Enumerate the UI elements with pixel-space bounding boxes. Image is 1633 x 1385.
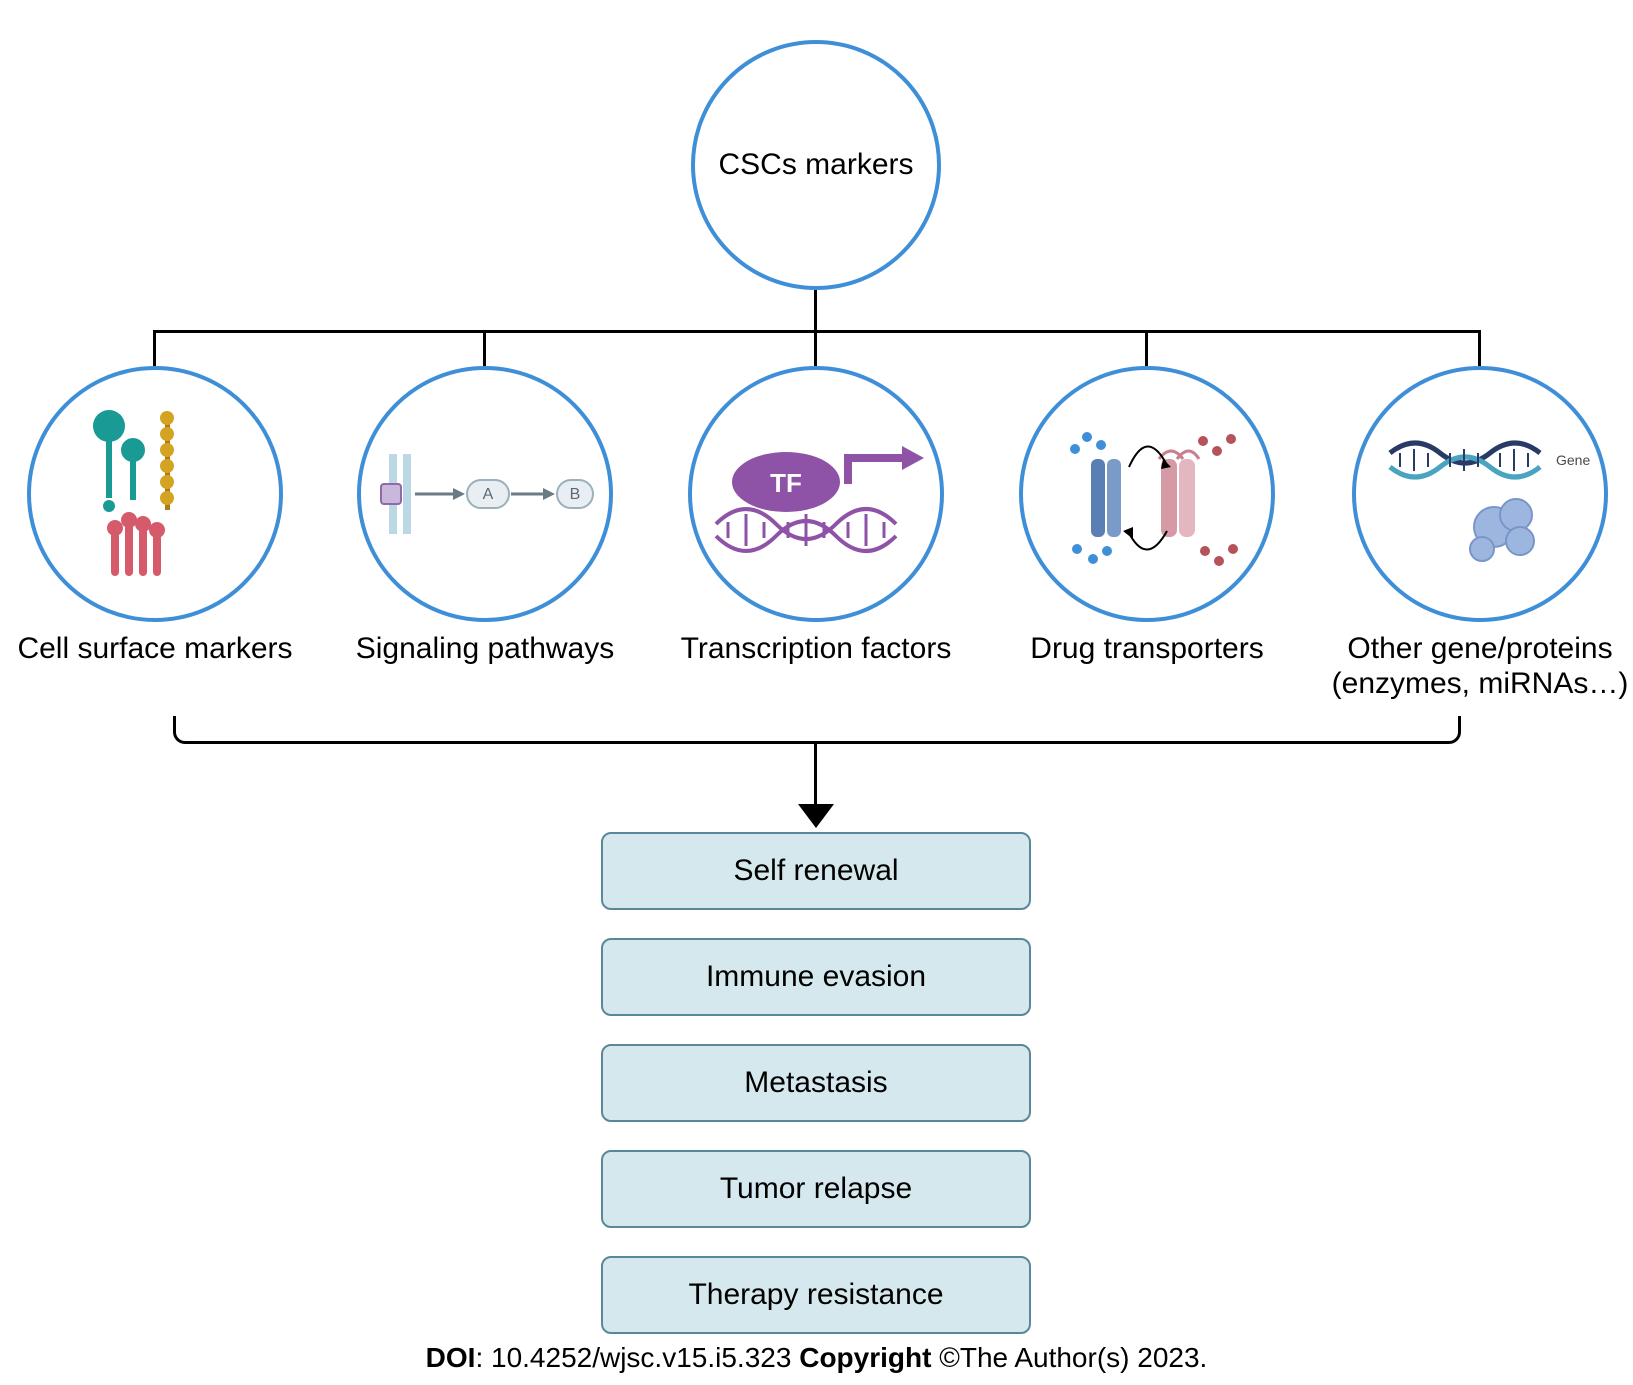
- bracket-arrowhead-icon: [798, 804, 834, 828]
- root-label: CSCs markers: [718, 148, 913, 183]
- tf-badge-label: TF: [770, 468, 802, 498]
- bus-stub-2: [814, 330, 817, 366]
- bus-stub-3: [1145, 330, 1148, 366]
- outcome-therapy-resistance: Therapy resistance: [601, 1256, 1031, 1334]
- label-cell-surface-markers: Cell surface markers: [0, 632, 315, 667]
- category-other-gene-proteins: Gene: [1352, 366, 1608, 622]
- signaling-node-b-label: B: [570, 486, 581, 503]
- bracket-bar: [189, 741, 1445, 744]
- outcome-metastasis: Metastasis: [601, 1044, 1031, 1122]
- outcome-tumor-relapse: Tumor relapse: [601, 1150, 1031, 1228]
- copyright-value: ©The Author(s) 2023.: [939, 1342, 1207, 1373]
- bus-stub-0: [153, 330, 156, 366]
- diagram-canvas: CSCs markers: [0, 0, 1633, 1385]
- root-node: CSCs markers: [691, 40, 941, 290]
- copyright-label: Copyright: [799, 1342, 931, 1373]
- label-other-gene-proteins: Other gene/proteins (enzymes, miRNAs…): [1320, 632, 1633, 701]
- outcome-immune-evasion: Immune evasion: [601, 938, 1031, 1016]
- outcome-label: Tumor relapse: [720, 1172, 912, 1206]
- outcome-label: Self renewal: [733, 854, 898, 888]
- cell-surface-markers-icon: [55, 394, 255, 594]
- outcome-label: Therapy resistance: [688, 1278, 943, 1312]
- category-transcription-factors: TF: [688, 366, 944, 622]
- footer-citation: DOI: 10.4252/wjsc.v15.i5.323 Copyright ©…: [0, 1342, 1633, 1374]
- doi-value: 10.4252/wjsc.v15.i5.323: [491, 1342, 791, 1373]
- category-cell-surface-markers: [27, 366, 283, 622]
- bus-line: [155, 330, 1480, 333]
- label-signaling-pathways: Signaling pathways: [325, 632, 645, 667]
- doi-label: DOI: [426, 1342, 476, 1373]
- signaling-node-a-label: A: [483, 486, 494, 503]
- other-gene-proteins-icon: Gene: [1370, 409, 1590, 579]
- gene-label: Gene: [1556, 452, 1590, 468]
- root-connector-vertical: [814, 290, 817, 330]
- bus-stub-4: [1478, 330, 1481, 366]
- label-drug-transporters: Drug transporters: [987, 632, 1307, 667]
- signaling-pathways-icon: A B: [375, 434, 595, 554]
- bracket-right-corner: [1443, 726, 1461, 744]
- outcome-label: Metastasis: [744, 1066, 887, 1100]
- bus-stub-1: [483, 330, 486, 366]
- bracket-arrow-shaft: [814, 741, 817, 811]
- transcription-factors-icon: TF: [706, 424, 926, 564]
- label-transcription-factors: Transcription factors: [656, 632, 976, 667]
- outcome-self-renewal: Self renewal: [601, 832, 1031, 910]
- category-drug-transporters: [1019, 366, 1275, 622]
- outcome-label: Immune evasion: [706, 960, 926, 994]
- drug-transporters-icon: [1037, 409, 1257, 579]
- category-signaling-pathways: A B: [357, 366, 613, 622]
